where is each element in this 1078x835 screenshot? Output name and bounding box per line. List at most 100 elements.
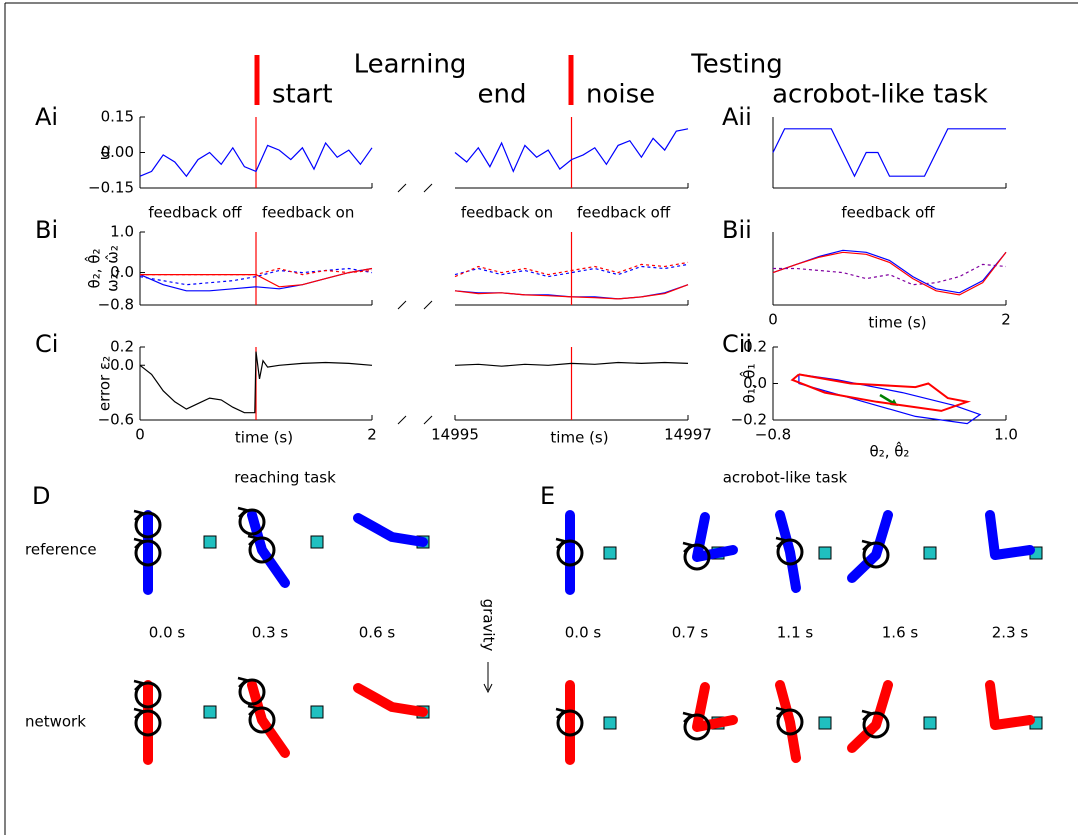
axis-break xyxy=(424,184,432,192)
diagram-title: reaching task xyxy=(234,469,336,487)
y-tick-label: 0.15 xyxy=(101,108,134,126)
time-label: 1.1 s xyxy=(777,624,814,642)
joint-arrow xyxy=(248,536,256,545)
target xyxy=(924,547,936,559)
target xyxy=(604,547,616,559)
panel-label: Ci xyxy=(35,330,58,358)
time-label: 2.3 s xyxy=(992,624,1029,642)
diagram-title: acrobot-like task xyxy=(723,469,848,487)
phase-label: start xyxy=(272,80,333,110)
joint-arrow xyxy=(134,709,142,718)
y-tick-label: −0.6 xyxy=(98,411,134,429)
series-line xyxy=(773,264,1006,284)
x-tick-label: 14997 xyxy=(664,426,712,444)
joint-arrow xyxy=(556,539,564,548)
target xyxy=(311,536,323,548)
panel-label: Bi xyxy=(35,216,58,244)
y-tick-label: −0.8 xyxy=(98,296,134,314)
x-axis-label: time (s) xyxy=(235,429,293,447)
target xyxy=(819,717,831,729)
axis-break xyxy=(398,416,406,424)
target xyxy=(311,706,323,718)
x-tick-label: 2 xyxy=(367,426,377,444)
x-axis-label: θ₂, θ̂₂ xyxy=(870,441,910,461)
arm xyxy=(697,687,733,727)
annotation: feedback on xyxy=(461,204,553,222)
time-label: 0.0 s xyxy=(149,624,186,642)
phase-title: Learning xyxy=(354,50,467,80)
target xyxy=(604,717,616,729)
joint-arrow xyxy=(238,678,246,687)
series-line xyxy=(773,252,1006,295)
annotation: feedback on xyxy=(262,204,354,222)
target xyxy=(819,547,831,559)
x-axis-label: time (s) xyxy=(550,429,608,447)
y-tick-label: 0.0 xyxy=(110,263,134,281)
y-tick-label: 0.0 xyxy=(743,374,767,392)
arm xyxy=(697,517,733,557)
panel-label: D xyxy=(32,482,50,510)
x-tick-label: 1.0 xyxy=(994,426,1018,444)
panel-label: Ai xyxy=(35,103,58,131)
panel-label: Aii xyxy=(722,103,752,131)
joint-arrow xyxy=(862,541,870,550)
arm xyxy=(990,685,1030,725)
joint-arrow xyxy=(238,508,246,517)
row-label: network xyxy=(25,713,86,731)
y-axis-label: θ₂, θ̂₂ xyxy=(84,249,104,289)
arm xyxy=(358,688,423,712)
arm xyxy=(780,515,796,588)
x-tick-label: −0.8 xyxy=(755,426,791,444)
arm xyxy=(252,685,285,753)
joint-arrow xyxy=(134,681,142,690)
time-label: 1.6 s xyxy=(882,624,919,642)
y-tick-label: 0.00 xyxy=(101,143,134,161)
joint-arrow xyxy=(134,511,142,520)
panel-label: Bii xyxy=(722,216,752,244)
target xyxy=(204,706,216,718)
target xyxy=(204,536,216,548)
annotation: feedback off xyxy=(148,204,242,222)
joint-arrow xyxy=(683,543,691,552)
time-label: 0.0 s xyxy=(565,624,602,642)
annotation: feedback off xyxy=(841,204,935,222)
series-line xyxy=(792,374,967,411)
x-axis-label: time (s) xyxy=(868,314,926,332)
panel-label: E xyxy=(540,482,555,510)
phase-label: noise xyxy=(586,80,655,110)
time-label: 0.6 s xyxy=(359,624,396,642)
x-tick-label: 2 xyxy=(1001,311,1011,329)
time-label: 0.7 s xyxy=(672,624,709,642)
y-tick-label: 0.0 xyxy=(110,356,134,374)
arm xyxy=(358,518,423,542)
phase-label: end xyxy=(478,80,527,110)
joint-arrow xyxy=(776,538,784,547)
axis-break xyxy=(398,184,406,192)
axis-break xyxy=(424,301,432,309)
joint-arrow xyxy=(134,539,142,548)
time-label: 0.3 s xyxy=(252,624,289,642)
gravity-label: gravity xyxy=(480,599,498,652)
phase-title: Testing xyxy=(690,50,782,80)
series-line xyxy=(773,250,1006,292)
x-tick-label: 14995 xyxy=(431,426,479,444)
y-tick-label: 0.2 xyxy=(110,338,134,356)
y-tick-label: 0.2 xyxy=(743,338,767,356)
axis-break xyxy=(398,301,406,309)
target xyxy=(924,717,936,729)
arm xyxy=(252,515,285,583)
joint-arrow xyxy=(556,709,564,718)
x-tick-label: 0 xyxy=(768,311,778,329)
joint-arrow xyxy=(248,706,256,715)
axis-break xyxy=(424,416,432,424)
series-line xyxy=(773,129,1006,176)
row-label: reference xyxy=(25,541,97,559)
joint-arrow xyxy=(683,713,691,722)
joint-arrow xyxy=(776,708,784,717)
figure: Learning Testing start end noise acrobot… xyxy=(0,0,1078,835)
y-tick-label: −0.15 xyxy=(88,179,134,197)
annotation: feedback off xyxy=(577,204,671,222)
arm xyxy=(990,515,1030,555)
phase-label: acrobot-like task xyxy=(772,80,988,110)
y-tick-label: 1.0 xyxy=(110,223,134,241)
